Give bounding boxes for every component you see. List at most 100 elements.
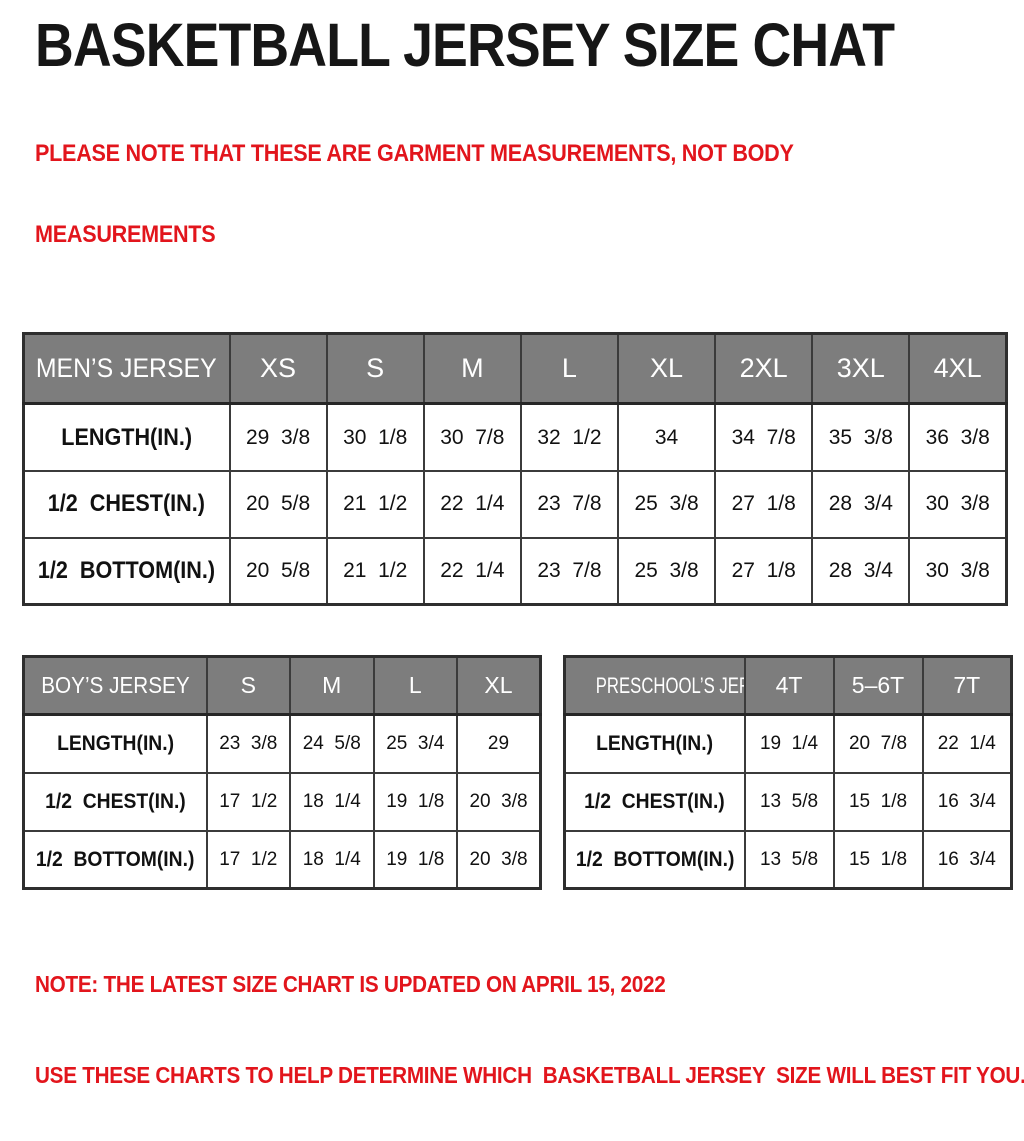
size-value-cell: 15 1/8 [832,771,924,832]
size-value-cell: 35 3/8 [811,402,911,472]
row-label-text: 1/2 CHEST(IN.) [44,789,186,813]
row-label-text: LENGTH(IN.) [61,423,193,451]
size-column-header: 5–6T [832,655,924,717]
size-value-cell: 16 3/4 [921,771,1013,832]
size-value-cell: 21 1/2 [325,469,425,539]
header-cell-text: 7T [953,672,981,699]
size-value-cell: 19 1/8 [372,771,458,832]
size-value-cell: 19 1/4 [743,713,835,774]
size-column-header: XS [228,332,328,406]
measurement-row: 1/2 BOTTOM(IN.) 20 5/8 21 1/2 22 1/4 23 7/8 2… [22,536,1008,606]
row-label-cell: LENGTH(IN.) [563,713,746,774]
size-value-cell: 25 3/8 [616,469,717,539]
header-cell-text: 4T [775,672,803,699]
size-column-header: L [372,655,458,717]
size-value-cell: 24 5/8 [289,713,375,774]
size-column-header: L [519,332,620,406]
size-value-cell: 34 7/8 [714,402,814,472]
size-column-header: 2XL [714,332,814,406]
size-column-header: 4T [743,655,835,717]
size-value-cell: 20 5/8 [228,536,328,606]
size-value-cell: 17 1/2 [205,829,291,890]
page-title: BASKETBALL JERSEY SIZE CHAT [35,11,895,79]
header-cell-text: BOY’S JERSEY [41,672,190,699]
kids-tables-row: BOY’S JERSEY S M L XL LENGTH(IN.) 23 3/8 24 5/… [0,655,1024,891]
table-title-cell: BOY’S JERSEY [22,655,208,717]
garment-measurement-note: PLEASE NOTE THAT THESE ARE GARMENT MEASU… [35,86,925,302]
row-label-text: 1/2 CHEST(IN.) [48,490,206,518]
size-value-cell: 22 1/4 [422,536,522,606]
size-value-cell: 29 3/8 [228,402,328,472]
header-cell-text: XL [484,672,513,699]
size-value-cell: 27 1/8 [714,469,814,539]
size-column-header: M [422,332,522,406]
size-column-header: 7T [921,655,1013,717]
size-value-cell: 19 1/8 [372,829,458,890]
header-cell-text: L [408,672,422,699]
size-value-cell: 18 1/4 [289,771,375,832]
preschool-table-header-row: PRESCHOOL’S JERSEY 4T 5–6T 7T [563,655,1013,717]
header-cell-text: L [561,353,577,384]
row-label-cell: 1/2 CHEST(IN.) [22,469,231,539]
garment-note-line-1: PLEASE NOTE THAT THESE ARE GARMENT MEASU… [35,140,794,168]
size-value-cell: 30 7/8 [422,402,522,472]
size-value-cell: 28 3/4 [811,469,911,539]
header-cell-text: MEN’S JERSEY [36,353,218,384]
size-value-cell: 25 3/4 [372,713,458,774]
boys-table-header-row: BOY’S JERSEY S M L XL [22,655,542,717]
size-column-header: S [325,332,425,406]
size-value-cell: 23 3/8 [205,713,291,774]
size-column-header: M [289,655,375,717]
size-value-cell: 20 7/8 [832,713,924,774]
header-cell-text: 2XL [739,353,788,384]
header-cell-text: XS [260,353,297,384]
row-label-text: 1/2 CHEST(IN.) [584,789,726,813]
size-column-header: XL [456,655,542,717]
header-cell-text: 4XL [933,353,982,384]
size-value-cell: 36 3/8 [908,402,1008,472]
garment-note-line-2: MEASUREMENTS [35,221,216,249]
boys-jersey-size-table: BOY’S JERSEY S M L XL LENGTH(IN.) 23 3/8 24 5/… [22,655,542,891]
row-label-cell: LENGTH(IN.) [22,713,208,774]
measurement-row: 1/2 CHEST(IN.) 13 5/8 15 1/8 16 3/4 [563,771,1013,832]
row-label-cell: LENGTH(IN.) [22,402,231,472]
size-value-cell: 29 [456,713,542,774]
size-value-cell: 21 1/2 [325,536,425,606]
size-value-cell: 23 7/8 [519,536,620,606]
row-label-text: LENGTH(IN.) [596,732,714,756]
row-label-cell: 1/2 CHEST(IN.) [22,771,208,832]
header-cell-text: XL [650,353,684,384]
size-value-cell: 15 1/8 [832,829,924,890]
header-cell-text: M [322,672,342,699]
size-chart-page: BASKETBALL JERSEY SIZE CHAT PLEASE NOTE … [0,11,1024,1087]
table-title-cell: PRESCHOOL’S JERSEY [563,655,746,717]
size-column-header: 3XL [811,332,911,406]
size-value-cell: 30 3/8 [908,536,1008,606]
size-value-cell: 13 5/8 [743,829,835,890]
usage-note: USE THESE CHARTS TO HELP DETERMINE WHICH… [35,1062,1024,1089]
row-label-cell: 1/2 BOTTOM(IN.) [22,829,208,890]
header-cell-text: S [240,672,256,699]
size-value-cell: 23 7/8 [519,469,620,539]
size-value-cell: 20 3/8 [456,771,542,832]
size-value-cell: 34 [616,402,717,472]
size-value-cell: 28 3/4 [811,536,911,606]
size-value-cell: 32 1/2 [519,402,620,472]
table-title-cell: MEN’S JERSEY [22,332,231,406]
preschool-jersey-size-table: PRESCHOOL’S JERSEY 4T 5–6T 7T LENGTH(IN.) 19… [563,655,1013,891]
mens-jersey-size-table: MEN’S JERSEY XS S M L XL 2XL 3XL 4XL LENGTH(IN.)… [22,332,1008,607]
size-value-cell: 20 3/8 [456,829,542,890]
measurement-row: LENGTH(IN.) 19 1/4 20 7/8 22 1/4 [563,713,1013,774]
row-label-text: 1/2 BOTTOM(IN.) [38,557,216,585]
size-column-header: XL [616,332,717,406]
row-label-cell: 1/2 BOTTOM(IN.) [563,829,746,890]
row-label-text: 1/2 BOTTOM(IN.) [35,847,195,871]
measurement-row: 1/2 BOTTOM(IN.) 17 1/2 18 1/4 19 1/8 20 3/8 [22,829,542,890]
measurement-row: LENGTH(IN.) 29 3/8 30 1/8 30 7/8 32 1/2 34 34 … [22,402,1008,472]
measurement-row: 1/2 BOTTOM(IN.) 13 5/8 15 1/8 16 3/4 [563,829,1013,890]
size-value-cell: 18 1/4 [289,829,375,890]
size-value-cell: 16 3/4 [921,829,1013,890]
size-value-cell: 25 3/8 [616,536,717,606]
measurement-row: 1/2 CHEST(IN.) 20 5/8 21 1/2 22 1/4 23 7/8 25… [22,469,1008,539]
size-value-cell: 17 1/2 [205,771,291,832]
